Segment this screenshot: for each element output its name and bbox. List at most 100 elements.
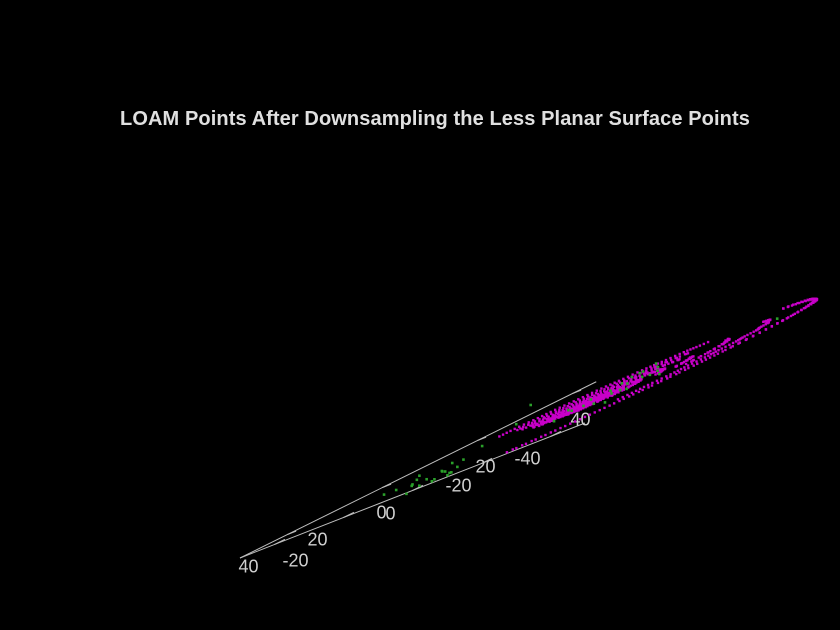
magenta-point [807, 304, 810, 308]
x-tick-mark [550, 430, 562, 437]
magenta-point [622, 377, 625, 381]
magenta-point [542, 421, 546, 425]
magenta-point [498, 435, 501, 438]
magenta-point [529, 424, 532, 427]
magenta-point [520, 444, 524, 447]
magenta-point [793, 312, 797, 316]
magenta-point [729, 346, 732, 349]
magenta-point [667, 362, 670, 365]
magenta-point [695, 360, 698, 363]
magenta-point [590, 391, 594, 395]
magenta-point [541, 418, 545, 421]
magenta-point [659, 370, 662, 374]
magenta-point [627, 386, 630, 389]
x-tick-mark [343, 511, 355, 518]
magenta-point [707, 351, 710, 354]
green-point [641, 370, 645, 373]
magenta-point [656, 362, 660, 365]
magenta-point [718, 345, 721, 348]
magenta-point [656, 372, 660, 375]
magenta-point [665, 360, 669, 364]
magenta-point [649, 372, 652, 375]
magenta-point [665, 375, 668, 378]
magenta-point [634, 374, 637, 377]
magenta-point [545, 412, 548, 416]
magenta-point [522, 425, 525, 429]
magenta-point [682, 360, 686, 364]
magenta-point [785, 317, 789, 320]
magenta-point [599, 391, 603, 394]
magenta-point [613, 392, 617, 396]
magenta-point [546, 419, 549, 423]
magenta-point [642, 385, 646, 389]
magenta-point [696, 362, 699, 366]
magenta-point [631, 373, 634, 376]
green-point [456, 465, 459, 469]
magenta-point [524, 442, 528, 446]
magenta-point [540, 435, 543, 438]
magenta-point [682, 350, 685, 354]
green-point [656, 365, 660, 369]
green-point [656, 369, 659, 372]
magenta-point [588, 413, 592, 416]
magenta-point [530, 421, 534, 425]
magenta-point [586, 403, 589, 407]
magenta-point [592, 400, 596, 404]
y-tick-mark [477, 436, 487, 441]
magenta-point [671, 360, 675, 364]
magenta-point [781, 319, 784, 323]
magenta-point [661, 368, 665, 372]
magenta-point [739, 337, 743, 340]
magenta-point [643, 374, 647, 377]
magenta-point [712, 351, 715, 355]
magenta-point [678, 355, 682, 358]
green-point [567, 408, 570, 412]
magenta-point [673, 354, 677, 358]
magenta-point [776, 322, 779, 325]
magenta-point [632, 393, 635, 396]
magenta-point [646, 372, 649, 376]
green-point [625, 387, 628, 391]
magenta-point [786, 316, 790, 319]
magenta-point [653, 370, 657, 373]
magenta-point [764, 328, 768, 331]
green-point [440, 469, 444, 473]
magenta-point [650, 384, 654, 387]
magenta-point [540, 414, 544, 418]
magenta-point [590, 393, 594, 397]
magenta-point [631, 381, 634, 384]
magenta-point [660, 362, 663, 366]
magenta-point [626, 375, 630, 378]
magenta-point [618, 386, 622, 389]
magenta-point [724, 348, 727, 352]
magenta-point [521, 428, 524, 431]
green-point [640, 375, 644, 379]
magenta-point [547, 418, 551, 421]
magenta-point [804, 306, 807, 310]
green-point [433, 478, 436, 481]
magenta-point [700, 360, 704, 363]
magenta-point [575, 402, 578, 405]
magenta-point [683, 366, 686, 369]
magenta-point [584, 399, 588, 403]
axes [239, 381, 597, 559]
magenta-point [724, 345, 727, 348]
magenta-point [626, 393, 629, 397]
magenta-point [579, 405, 583, 408]
magenta-point [689, 348, 692, 351]
magenta-point [663, 367, 666, 371]
magenta-point [534, 423, 537, 426]
green-point [450, 461, 454, 465]
magenta-point [612, 402, 616, 405]
magenta-point [675, 356, 678, 360]
magenta-point [536, 416, 540, 420]
magenta-point [582, 399, 585, 402]
magenta-point [703, 356, 707, 359]
magenta-point [651, 371, 654, 374]
magenta-point [698, 344, 702, 347]
magenta-point [791, 313, 795, 317]
green-point [410, 484, 413, 488]
magenta-point [713, 354, 716, 357]
magenta-point [594, 392, 598, 395]
